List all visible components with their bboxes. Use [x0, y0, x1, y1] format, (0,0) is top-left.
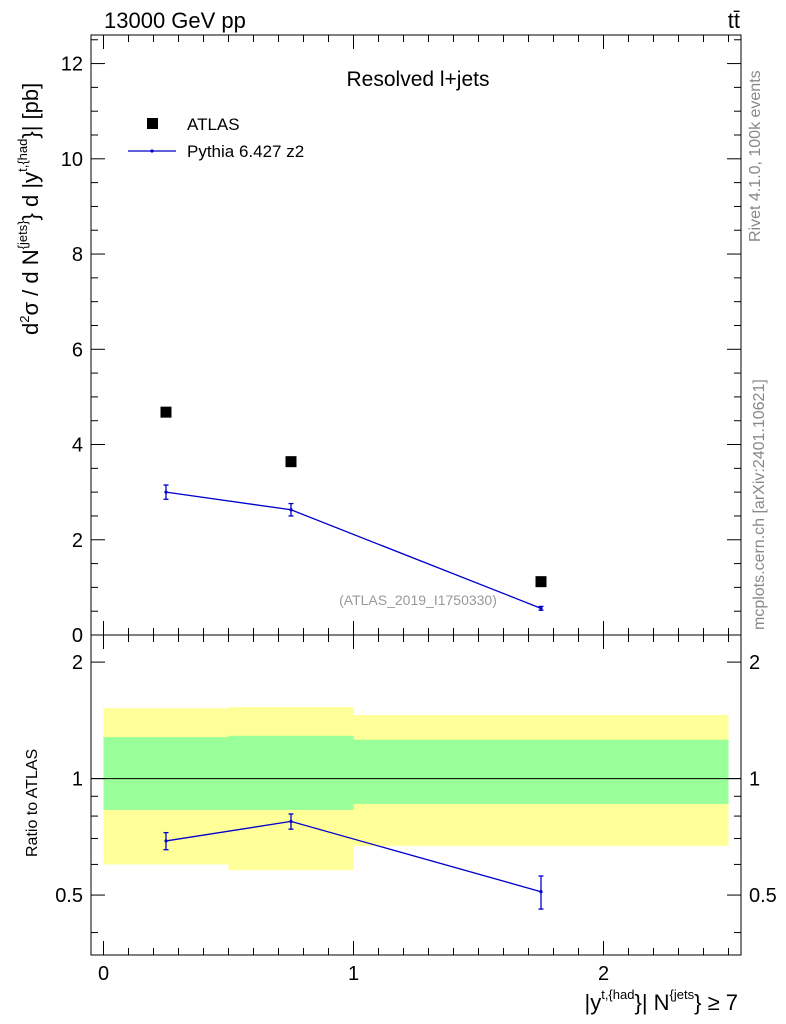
ratio-plot-area [91, 707, 741, 910]
uncertainty-band-inner [228, 735, 354, 810]
atlas-data-point [285, 456, 297, 468]
ratio-data-point [164, 839, 168, 843]
main-y-axis-label: d2σ / d N{jets}} d |yt,{had}| [pb] [15, 83, 43, 335]
y-tick-label: 10 [61, 149, 83, 171]
y-tick-label: 2 [72, 530, 83, 552]
atlas-data-point [535, 576, 547, 588]
pythia-data-point [164, 490, 168, 494]
pythia-data-point [289, 508, 293, 512]
x-tick-label: 1 [348, 963, 359, 985]
mcplots-label: mcplots.cern.ch [arXiv:2401.10621] [751, 379, 768, 630]
ratio-y-tick-label-left: 2 [72, 652, 83, 674]
x-axis-label: |yt,{had}| N{jets} ≥ 7 [584, 987, 738, 1015]
legend-atlas-marker [147, 118, 158, 129]
pythia-line [165, 491, 542, 609]
ratio-y-tick-label-left: 0.5 [55, 885, 83, 907]
ratio-y-axis-label: Ratio to ATLAS [24, 749, 41, 857]
legend-pythia-marker [150, 149, 154, 153]
main-plot-area [160, 406, 547, 611]
analysis-id: (ATLAS_2019_I1750330) [339, 592, 497, 608]
y-tick-label: 6 [72, 339, 83, 361]
y-tick-label: 12 [61, 54, 83, 76]
legend-atlas-label: ATLAS [187, 115, 240, 134]
y-tick-label: 8 [72, 244, 83, 266]
chart-title: Resolved l+jets [347, 68, 490, 91]
energy-label: 13000 GeV pp [104, 8, 246, 33]
process-label: tt̄ [728, 8, 740, 33]
rivet-label: Rivet 4.1.0, 100k events [747, 70, 764, 242]
x-tick-label: 0 [98, 963, 109, 985]
ratio-y-tick-label-right: 0.5 [749, 885, 777, 907]
uncertainty-band-inner [353, 739, 729, 804]
uncertainty-band-inner [103, 737, 229, 810]
ratio-axes: 0.5 0.5 1 1 2 2 0 1 2 [55, 635, 777, 985]
y-tick-label: 0 [72, 625, 83, 647]
x-tick-label: 2 [598, 963, 609, 985]
legend-pythia-label: Pythia 6.427 z2 [187, 142, 304, 161]
main-y-axis: 0 2 4 6 8 10 12 [61, 35, 741, 647]
y-tick-label: 4 [72, 435, 83, 457]
ratio-y-tick-label-right: 2 [749, 652, 760, 674]
ratio-data-point [539, 890, 543, 894]
ratio-panel: 0.5 0.5 1 1 2 2 0 1 2 Ratio to ATLAS |yt,{had}| … [24, 634, 777, 1015]
ratio-data-point [289, 819, 293, 824]
ratio-y-tick-label-right: 1 [749, 769, 760, 791]
pythia-data-point [539, 606, 543, 610]
ratio-frame [90, 634, 742, 956]
legend: ATLAS Pythia 6.427 z2 [128, 115, 304, 161]
main-panel: 0 2 4 6 8 10 12 Resolved l+jets (ATLAS_2019_I1… [15, 34, 742, 647]
ratio-y-tick-label-left: 1 [72, 769, 83, 791]
atlas-data-point [160, 406, 172, 418]
